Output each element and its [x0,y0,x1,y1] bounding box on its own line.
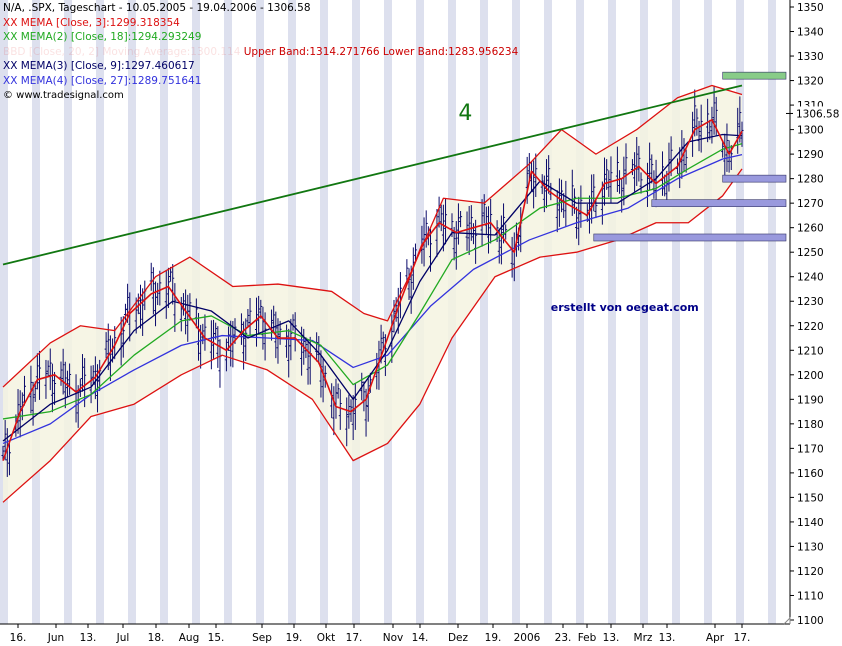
y-tick-label: 1240 [797,272,824,284]
legend-bollinger: BBD [Close, 20, 2] Moving Average:1300.1… [3,45,518,60]
legend-bollinger-prefix: BBD [Close, 20, 2] Moving Average:1300.1… [3,45,241,58]
mema9-line [2,133,743,442]
last-price-label: 1306.58 [796,108,839,120]
x-tick-label: 17. [734,632,751,644]
week-stripe [64,0,72,624]
x-tick-label: Nov [383,632,404,644]
y-tick-label: 1290 [797,149,824,161]
y-tick-label: 1260 [797,223,824,235]
legend-lower-band: Lower Band:1283.956234 [382,45,519,58]
week-stripe [576,0,584,624]
week-stripe [32,0,40,624]
y-tick-label: 1250 [797,247,824,259]
x-tick-label: Feb [578,632,597,644]
week-stripe [704,0,712,624]
week-stripe [544,0,552,624]
support-box-4 [722,71,787,80]
y-tick-label: 1220 [797,321,824,333]
week-stripe [768,0,776,624]
wave-4-label: 4 [458,101,472,126]
y-tick-label: 1230 [797,296,824,308]
x-tick-label: Sep [252,632,272,644]
support-box-1 [722,174,787,183]
x-tick-label: 17. [346,632,363,644]
upper-band-line [2,84,743,388]
x-tick-label: 13. [659,632,676,644]
resize-grip-icon [783,616,791,625]
y-tick-label: 1100 [797,615,824,627]
mema3-line [2,118,743,461]
legend-mema9: XX MEMA(3) [Close, 9]:1297.460617 [3,60,195,73]
support-box-3 [593,233,787,242]
x-tick-label: 15. [208,632,225,644]
y-tick-label: 1350 [797,2,824,14]
y-tick-label: 1320 [797,76,824,88]
lower-band-line [2,168,743,503]
y-tick-label: 1200 [797,370,824,382]
y-tick-label: 1280 [797,174,824,186]
x-tick-label: Mrz [634,632,653,644]
last-price-bg [793,106,842,120]
week-stripe [736,0,744,624]
legend-upper-band: Upper Band:1314.271766 [243,45,380,58]
week-stripe [384,0,392,624]
x-tick-label: 13. [80,632,97,644]
x-tick-label: Jun [47,632,64,644]
x-tick-label: 18. [148,632,165,644]
author-signature: erstellt von oegeat.com [551,301,699,314]
y-tick-label: 1130 [797,541,824,553]
x-tick-label: Okt [317,632,335,644]
y-tick-label: 1110 [797,590,824,602]
bollinger-band-fill [3,85,742,503]
trendline [2,84,743,266]
x-tick-label: Dez [448,632,469,644]
y-tick-label: 1170 [797,443,824,455]
x-tick-label: 16. [10,632,27,644]
x-tick-label: Jul [116,632,130,644]
week-stripe [96,0,104,624]
x-tick-label: Apr [706,632,725,644]
y-tick-label: 1270 [797,198,824,210]
y-tick-label: 1140 [797,517,824,529]
y-tick-label: 1190 [797,394,824,406]
week-stripe [512,0,520,624]
y-tick-label: 1210 [797,345,824,357]
mema18-line [2,142,743,420]
y-tick-label: 1330 [797,51,824,63]
y-tick-label: 1340 [797,27,824,39]
y-tick-label: 1160 [797,468,824,480]
week-stripe [672,0,680,624]
chart-title: N/A, .SPX, Tageschart - 10.05.2005 - 19.… [3,2,311,14]
mema27-line [2,153,743,445]
x-tick-label: 2006 [514,632,541,644]
watermark: © www.tradesignal.com [3,89,124,101]
x-tick-label: 19. [286,632,303,644]
support-box-2 [651,199,787,207]
week-stripe [640,0,648,624]
y-tick-label: 1150 [797,492,824,504]
y-tick-label: 1120 [797,566,824,578]
week-stripe [0,0,8,624]
x-tick-label: 13. [603,632,620,644]
x-tick-label: 23. [555,632,572,644]
y-tick-label: 1300 [797,125,824,137]
week-stripe [480,0,488,624]
x-tick-label: 14. [412,632,429,644]
x-tick-label: Aug [179,632,200,644]
week-stripe [608,0,616,624]
legend-mema27: XX MEMA(4) [Close, 27]:1289.751641 [3,74,202,87]
x-tick-label: 19. [485,632,502,644]
legend: N/A, .SPX, Tageschart - 10.05.2005 - 19.… [3,1,518,103]
y-tick-label: 1180 [797,419,824,431]
legend-mema3: XX MEMA [Close, 3]:1299.318354 [3,16,180,29]
legend-mema18: XX MEMA(2) [Close, 18]:1294.293249 [3,31,202,44]
